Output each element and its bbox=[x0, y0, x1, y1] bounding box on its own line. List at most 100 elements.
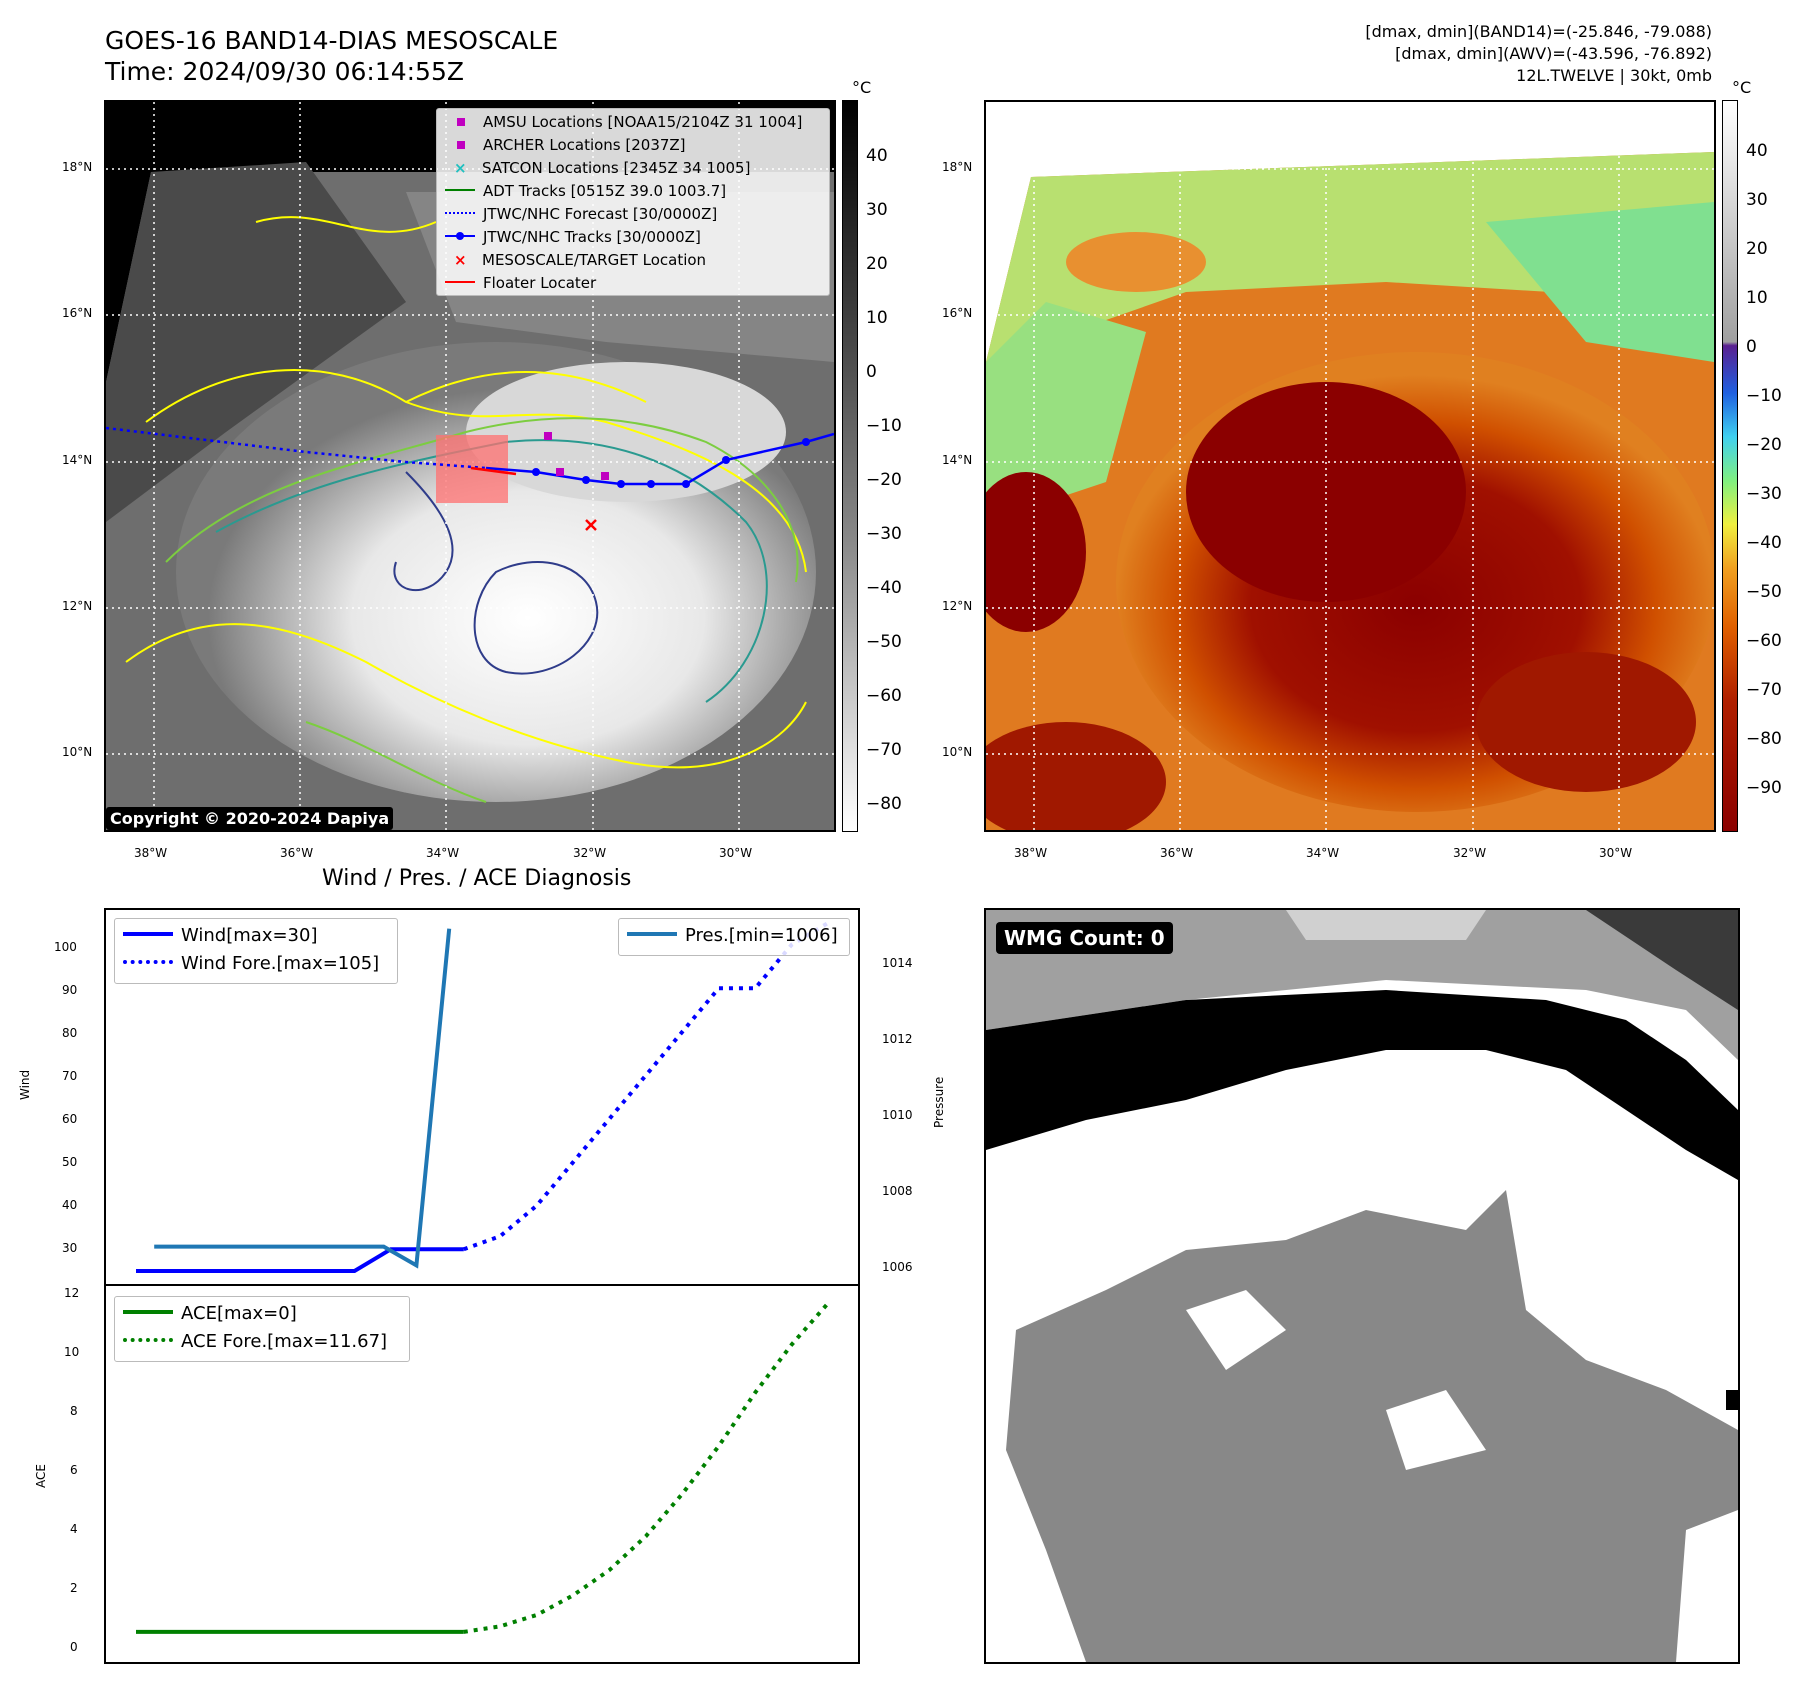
legend-item-forecast: JTWC/NHC Forecast [30/0000Z] bbox=[445, 205, 717, 223]
wind-tick: 60 bbox=[62, 1112, 78, 1126]
ace-legend: ACE[max=0] ACE Fore.[max=11.67] bbox=[114, 1296, 410, 1362]
solid-line-icon bbox=[627, 932, 677, 936]
ace-tick: 6 bbox=[70, 1463, 78, 1477]
lat-label-10n-right: 10°N bbox=[942, 745, 973, 759]
lat-label-14n-right: 14°N bbox=[942, 453, 973, 467]
legend-wind: Wind[max=30] bbox=[123, 925, 318, 946]
lat-label-16n-right: 16°N bbox=[942, 306, 973, 320]
ace-tick: 4 bbox=[70, 1522, 78, 1536]
page-title-line2: Time: 2024/09/30 06:14:55Z bbox=[105, 57, 464, 86]
line-dot-marker-icon bbox=[445, 232, 475, 240]
left-colorbar-tick: −30 bbox=[866, 524, 902, 544]
line-marker-icon bbox=[445, 281, 475, 283]
legend-ace-fore: ACE Fore.[max=11.67] bbox=[123, 1331, 387, 1352]
square-marker-icon bbox=[457, 141, 465, 149]
page-title-line1: GOES-16 BAND14-DIAS MESOSCALE bbox=[105, 26, 559, 55]
left-colorbar-tick: 40 bbox=[866, 146, 888, 166]
lat-label-12n-left: 12°N bbox=[62, 599, 93, 613]
stats-line1: [dmax, dmin](BAND14)=(-25.846, -79.088) bbox=[1365, 22, 1712, 41]
legend-item-adt: ADT Tracks [0515Z 39.0 1003.7] bbox=[445, 182, 726, 200]
stats-line3: 12L.TWELVE | 30kt, 0mb bbox=[1516, 66, 1712, 85]
legend-item-amsu: AMSU Locations [NOAA15/2104Z 31 1004] bbox=[445, 113, 802, 131]
diagnosis-title: Wind / Pres. / ACE Diagnosis bbox=[322, 866, 632, 891]
pressure-tick: 1008 bbox=[882, 1184, 913, 1198]
pressure-tick: 1012 bbox=[882, 1032, 913, 1046]
wind-tick: 80 bbox=[62, 1026, 78, 1040]
lon-label-34w-left: 34°W bbox=[426, 846, 460, 860]
right-colorbar-tick: 40 bbox=[1746, 141, 1768, 161]
wind-legend: Wind[max=30] Wind Fore.[max=105] bbox=[114, 918, 398, 984]
right-colorbar-tick: 0 bbox=[1746, 337, 1757, 357]
wmg-count-badge: WMG Count: 0 bbox=[996, 922, 1173, 954]
left-colorbar-tick: −80 bbox=[866, 794, 902, 814]
legend-ace: ACE[max=0] bbox=[123, 1303, 297, 1324]
ace-chart: ACE[max=0] ACE Fore.[max=11.67] bbox=[104, 1284, 860, 1664]
right-colorbar-unit: °C bbox=[1732, 78, 1752, 97]
pressure-legend: Pres.[min=1006] bbox=[618, 918, 850, 956]
wind-tick: 70 bbox=[62, 1069, 78, 1083]
ace-tick: 0 bbox=[70, 1640, 78, 1654]
lon-label-36w-right: 36°W bbox=[1160, 846, 1194, 860]
right-colorbar-tick: −90 bbox=[1746, 778, 1782, 798]
right-colorbar-tick: −10 bbox=[1746, 386, 1782, 406]
lon-label-32w-right: 32°W bbox=[1453, 846, 1487, 860]
legend-pressure: Pres.[min=1006] bbox=[627, 925, 838, 946]
left-satellite-map: AMSU Locations [NOAA15/2104Z 31 1004] AR… bbox=[104, 100, 836, 832]
left-map-imagery bbox=[106, 102, 834, 830]
right-colorbar-tick: −60 bbox=[1746, 631, 1782, 651]
wmg-imagery bbox=[986, 910, 1738, 1662]
x-marker-icon: × bbox=[454, 159, 467, 177]
wmg-panel: WMG Count: 0 bbox=[984, 908, 1740, 1664]
dotted-line-icon bbox=[445, 212, 475, 214]
left-colorbar-tick: −70 bbox=[866, 740, 902, 760]
left-colorbar bbox=[842, 100, 858, 832]
legend-item-tracks: JTWC/NHC Tracks [30/0000Z] bbox=[445, 228, 701, 246]
solid-line-icon bbox=[123, 1310, 173, 1314]
right-colorbar-tick: 20 bbox=[1746, 239, 1768, 259]
lat-label-12n-right: 12°N bbox=[942, 599, 973, 613]
left-colorbar-tick: 20 bbox=[866, 254, 888, 274]
copyright-label: Copyright © 2020-2024 Dapiya bbox=[106, 807, 394, 830]
lat-label-16n-left: 16°N bbox=[62, 306, 93, 320]
right-satellite-map bbox=[984, 100, 1716, 832]
ace-forecast-series-line bbox=[463, 1301, 830, 1634]
ace-plot bbox=[136, 1301, 830, 1634]
pressure-tick: 1006 bbox=[882, 1260, 913, 1274]
left-colorbar-tick: 30 bbox=[866, 200, 888, 220]
left-colorbar-tick: −60 bbox=[866, 686, 902, 706]
lat-label-10n-left: 10°N bbox=[62, 745, 93, 759]
line-marker-icon bbox=[445, 189, 475, 191]
left-colorbar-tick: −40 bbox=[866, 578, 902, 598]
left-colorbar-tick: −50 bbox=[866, 632, 902, 652]
right-colorbar-tick: −40 bbox=[1746, 533, 1782, 553]
x-marker-icon: × bbox=[454, 251, 467, 269]
wind-axis-label: Wind bbox=[18, 1069, 32, 1100]
ace-tick: 8 bbox=[70, 1404, 78, 1418]
right-colorbar-tick: −80 bbox=[1746, 729, 1782, 749]
left-colorbar-tick: −20 bbox=[866, 470, 902, 490]
right-colorbar bbox=[1722, 100, 1738, 832]
right-colorbar-tick: −70 bbox=[1746, 680, 1782, 700]
wind-tick: 40 bbox=[62, 1198, 78, 1212]
right-colorbar-tick: 10 bbox=[1746, 288, 1768, 308]
dotted-line-icon bbox=[123, 960, 173, 964]
wind-pressure-plot bbox=[136, 921, 830, 1273]
wind-tick: 30 bbox=[62, 1241, 78, 1255]
wind-series-line bbox=[136, 1247, 464, 1273]
wind-forecast-series-line bbox=[463, 921, 830, 1252]
ace-tick: 2 bbox=[70, 1581, 78, 1595]
right-colorbar-tick: −30 bbox=[1746, 484, 1782, 504]
lat-label-14n-left: 14°N bbox=[62, 453, 93, 467]
lon-label-36w-left: 36°W bbox=[280, 846, 314, 860]
legend-item-archer: ARCHER Locations [2037Z] bbox=[445, 136, 686, 154]
lon-label-30w-right: 30°W bbox=[1599, 846, 1633, 860]
dotted-line-icon bbox=[123, 1338, 173, 1342]
left-colorbar-tick: −10 bbox=[866, 416, 902, 436]
right-map-imagery bbox=[986, 102, 1714, 830]
pressure-tick: 1014 bbox=[882, 956, 913, 970]
left-colorbar-tick: 0 bbox=[866, 362, 877, 382]
wind-tick: 50 bbox=[62, 1155, 78, 1169]
stats-line2: [dmax, dmin](AWV)=(-43.596, -76.892) bbox=[1395, 44, 1712, 63]
wind-tick: 100 bbox=[54, 940, 77, 954]
right-colorbar-tick: 30 bbox=[1746, 190, 1768, 210]
